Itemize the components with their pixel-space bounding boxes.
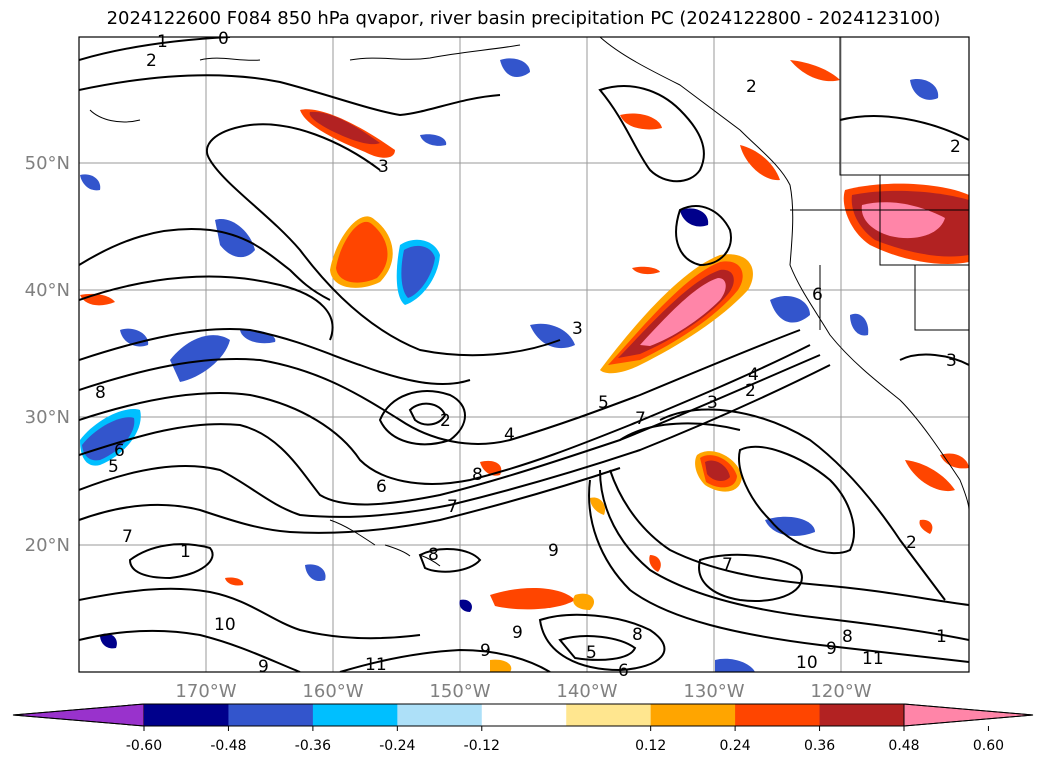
colorbar: -0.60 -0.48 -0.36 -0.24 -0.12 0.12 0.24 0.36 0.4… [12,703,1034,754]
contour-label: 6 [114,441,125,461]
contour-labels: 1 0 2 2 2 3 3 4 5 6 7 8 9 10 11 6 5 8 7 … [95,29,961,681]
colorbar-segment [312,704,398,726]
colorbar-segment [481,704,567,726]
contour-label: 6 [812,285,823,305]
contour-label: 5 [586,643,597,663]
contour-label: 8 [95,383,106,403]
contour-label: 3 [572,319,583,339]
colorbar-extend-high [903,703,1034,727]
contour-label: 7 [722,555,733,575]
longitude-labels: 170°W 160°W 150°W 140°W 130°W 120°W [175,681,871,702]
contour-label: 9 [258,657,269,677]
contour-label: 10 [796,653,818,673]
contour-label: 7 [122,527,133,547]
colorbar-segment [228,704,314,726]
colorbar-tick-label: -0.36 [295,738,331,754]
colorbar-tick-label: 0.60 [973,738,1004,754]
contour-label: 9 [826,639,837,659]
contour-label: 2 [950,137,961,157]
colorbar-segment [650,704,736,726]
contour-label: 4 [504,425,515,445]
colorbar-segment [144,704,229,726]
contour-label: 6 [376,477,387,497]
contour-label: 8 [472,465,483,485]
colorbar-tick-label: -0.60 [126,738,162,754]
contour-label: 11 [862,649,884,669]
colorbar-segment [566,704,652,726]
colorbar-tick-label: -0.12 [464,738,500,754]
lon-label: 130°W [683,681,744,702]
contour-label: 1 [157,32,168,52]
map-area [79,37,969,672]
colorbar-segment [735,704,821,726]
contour-label: 1 [936,627,947,647]
colorbar-extend-low [12,703,145,727]
lon-label: 170°W [175,681,236,702]
contour-label: 2 [440,411,451,431]
lat-label: 30°N [25,407,70,428]
map-border [78,36,970,673]
contour-label: 10 [214,615,236,635]
contour-label: 9 [480,641,491,661]
contour-label: 4 [748,365,759,385]
contour-label: 3 [378,157,389,177]
contour-label: 5 [598,393,609,413]
contour-label: 7 [635,409,646,429]
lat-label: 50°N [25,153,70,174]
colorbar-tick-label: 0.36 [804,738,835,754]
qvapor-contours [79,37,969,672]
latitude-labels: 50°N 40°N 30°N 20°N [25,153,70,556]
contour-label: 2 [146,51,157,71]
contour-label: 5 [108,457,119,477]
lat-label: 20°N [25,535,70,556]
contour-label: 8 [428,545,439,565]
contour-label: 1 [180,542,191,562]
lon-label: 120°W [810,681,871,702]
colorbar-tick-label: 0.48 [888,738,919,754]
contour-label: 0 [218,29,229,49]
contour-label: 9 [512,623,523,643]
contour-label: 11 [365,655,387,675]
colorbar-segment [397,704,483,726]
contour-label: 6 [618,661,629,681]
colorbar-tick-label: 0.12 [635,738,666,754]
lon-label: 160°W [302,681,363,702]
precip-anomaly-patches [80,58,969,672]
contour-label: 2 [746,77,757,97]
colorbar-tick-label: -0.48 [210,738,246,754]
colorbar-tick-label: -0.24 [379,738,415,754]
contour-label: 2 [745,381,756,401]
contour-label: 8 [632,625,643,645]
lon-label: 140°W [556,681,617,702]
contour-label: 2 [906,533,917,553]
contour-label: 8 [842,627,853,647]
contour-label: 3 [946,351,957,371]
lon-label: 150°W [429,681,490,702]
lat-label: 40°N [25,280,70,301]
contour-label: 7 [447,497,458,517]
contour-label: 9 [548,541,559,561]
map-title: 2024122600 F084 850 hPa qvapor, river ba… [106,8,941,29]
colorbar-tick-label: 0.24 [720,738,751,754]
coastlines [89,37,969,567]
contour-label: 3 [707,393,718,413]
colorbar-segment [819,704,905,726]
